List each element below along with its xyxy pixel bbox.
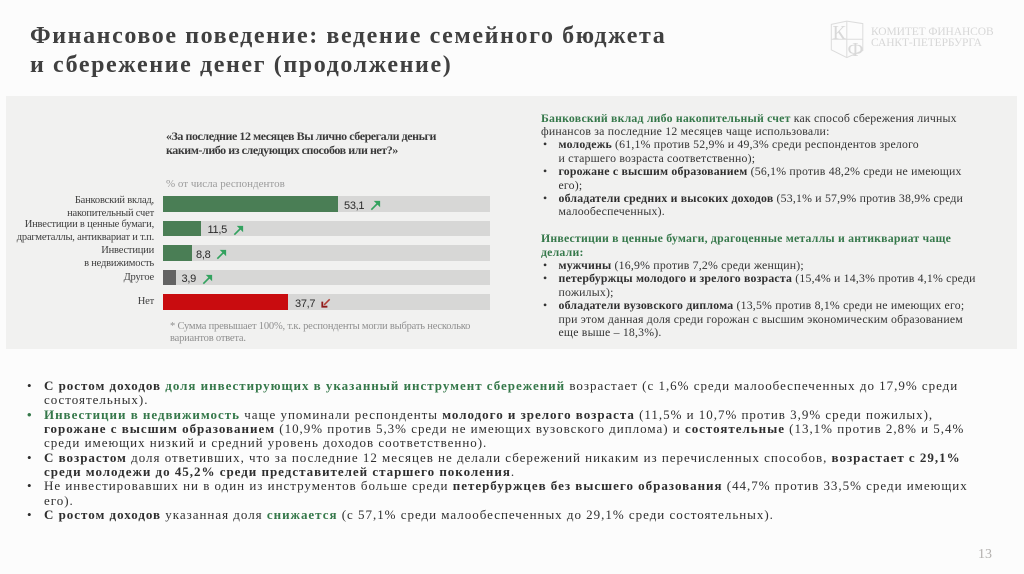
- svg-text:Ф: Ф: [848, 39, 864, 59]
- svg-text:К: К: [833, 22, 847, 44]
